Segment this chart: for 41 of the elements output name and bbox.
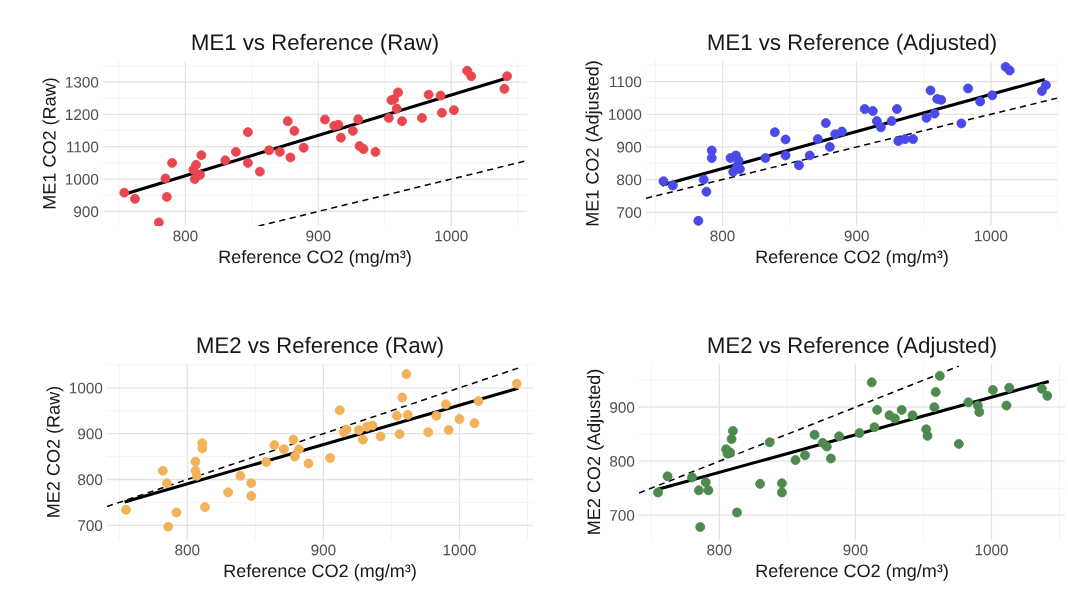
- y-tick-label: 700: [617, 207, 642, 218]
- y-tick-label: 900: [78, 428, 103, 440]
- x-axis-title: Reference CO2 (mg/m³): [219, 249, 411, 267]
- x-tick-label: 800: [707, 544, 732, 556]
- y-tick-label: 1100: [610, 76, 642, 88]
- x-axis-title: Reference CO2 (mg/m³): [756, 563, 948, 581]
- x-tick-label: 1000: [435, 230, 468, 242]
- y-tick-label: 700: [78, 520, 103, 532]
- x-tick-label: 1000: [975, 544, 1008, 556]
- x-tick-label: 800: [710, 230, 735, 242]
- x-tick-label: 1000: [975, 230, 1008, 242]
- y-tick-label: 800: [78, 474, 103, 486]
- chart-title: ME1 vs Reference (Adjusted): [708, 33, 996, 55]
- x-tick-label: 900: [311, 544, 336, 556]
- x-tick-label: 800: [173, 230, 198, 242]
- y-axis-title: ME2 CO2 (Raw): [46, 386, 64, 517]
- y-tick-label: 1000: [609, 109, 642, 120]
- y-tick-label: 900: [610, 402, 635, 413]
- y-axis-title: ME1 CO2 (Adjusted): [585, 61, 603, 226]
- x-axis-title: Reference CO2 (mg/m³): [224, 563, 416, 581]
- chart-title: ME2 vs Reference (Adjusted): [708, 336, 996, 358]
- x-tick-label: 800: [175, 544, 200, 556]
- chart-title: ME2 vs Reference (Raw): [197, 336, 443, 358]
- y-tick-label: 700: [610, 510, 635, 521]
- y-tick-label: 800: [617, 174, 642, 186]
- y-tick-label: 1200: [66, 109, 99, 121]
- y-tick-label: 800: [610, 456, 635, 467]
- x-tick-label: 1000: [443, 544, 476, 556]
- y-tick-label: 1000: [66, 173, 99, 185]
- y-tick-label: 900: [74, 206, 99, 218]
- y-tick-label: 1000: [70, 382, 103, 394]
- y-axis-title: ME2 CO2 (Adjusted): [586, 369, 604, 534]
- x-tick-label: 900: [843, 544, 868, 556]
- y-axis-title: ME1 CO2 (Raw): [42, 78, 60, 209]
- y-tick-label: 1300: [66, 76, 99, 88]
- y-tick-label: 900: [617, 141, 642, 153]
- x-tick-label: 900: [844, 230, 869, 242]
- x-tick-label: 900: [306, 230, 331, 242]
- chart-title: ME1 vs Reference (Raw): [192, 33, 438, 55]
- x-axis-title: Reference CO2 (mg/m³): [756, 249, 948, 267]
- y-tick-label: 1100: [67, 141, 99, 153]
